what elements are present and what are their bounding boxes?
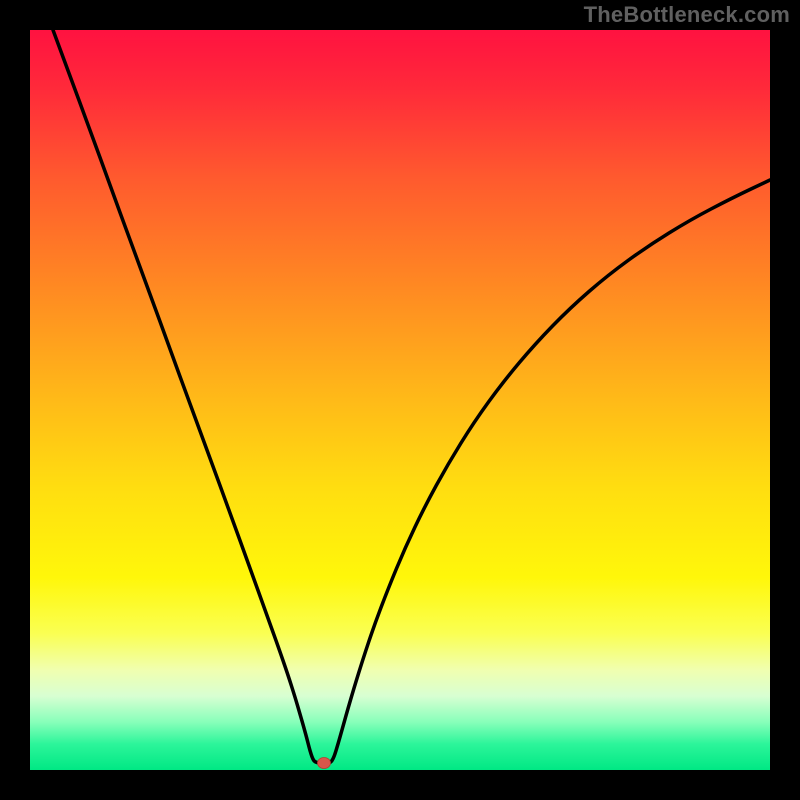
optimal-point-marker bbox=[318, 758, 331, 769]
plot-area bbox=[30, 30, 770, 770]
watermark-text: TheBottleneck.com bbox=[584, 2, 790, 28]
chart-container: TheBottleneck.com bbox=[0, 0, 800, 800]
gradient-background bbox=[30, 30, 770, 770]
chart-svg bbox=[0, 0, 800, 800]
